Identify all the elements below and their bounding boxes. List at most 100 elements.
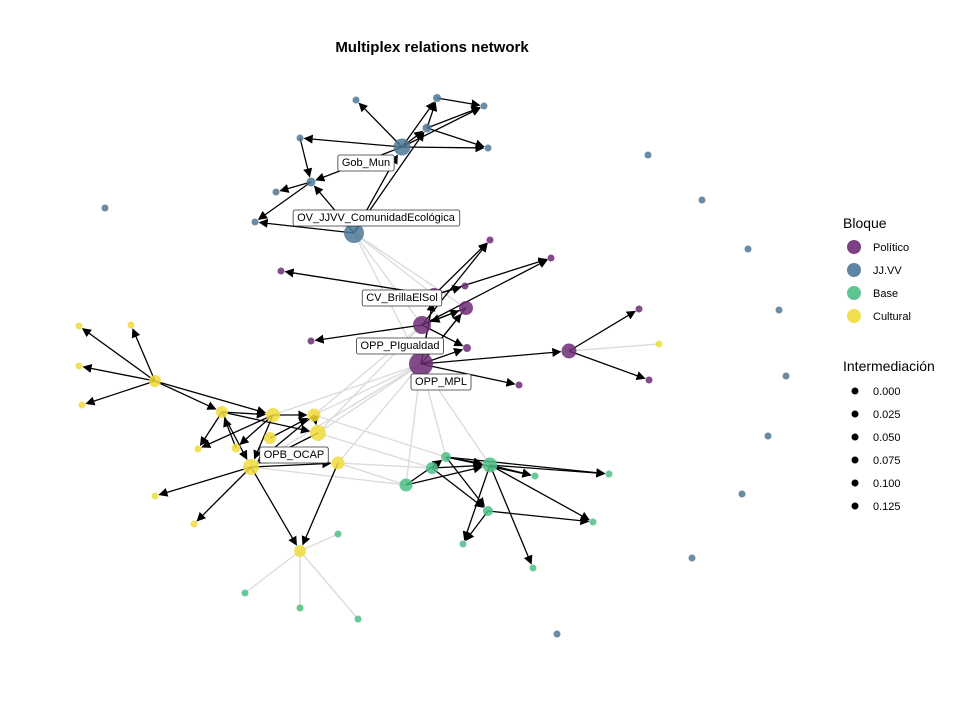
network-node bbox=[764, 432, 772, 440]
network-node bbox=[480, 102, 488, 110]
network-node bbox=[331, 456, 345, 470]
directed-edge bbox=[568, 310, 636, 352]
network-node bbox=[698, 196, 706, 204]
network-node bbox=[482, 457, 498, 473]
directed-edge bbox=[250, 466, 298, 546]
directed-edge bbox=[433, 242, 488, 296]
directed-edge bbox=[426, 127, 485, 149]
network-node bbox=[531, 472, 539, 480]
legend-swatch-politico bbox=[847, 240, 861, 254]
node-label-opbocap: OPB_OCAP bbox=[259, 446, 329, 464]
legend-size-dot bbox=[851, 387, 859, 395]
node-label-box bbox=[410, 373, 472, 391]
node-label-gob: Gob_Mun bbox=[337, 154, 395, 172]
directed-edge bbox=[431, 467, 484, 508]
legend-size-label: 0.100 bbox=[873, 478, 901, 490]
directed-edge bbox=[426, 106, 481, 129]
faint-edge bbox=[317, 432, 433, 469]
network-node bbox=[738, 490, 746, 498]
network-node bbox=[393, 138, 411, 156]
network-node bbox=[635, 305, 643, 313]
legend-size-label: 0.125 bbox=[873, 501, 901, 513]
directed-edge bbox=[301, 462, 339, 546]
directed-edge bbox=[221, 409, 266, 419]
network-node bbox=[413, 316, 431, 334]
legend-item-jjvv: JJ.VV bbox=[847, 263, 902, 277]
legend-label-base: Base bbox=[873, 288, 898, 300]
faint-edge bbox=[299, 533, 339, 552]
node-label-box bbox=[356, 337, 444, 355]
legend-label-cultural: Cultural bbox=[873, 311, 911, 323]
network-node bbox=[529, 564, 537, 572]
node-label-oppmpl: OPP_MPL bbox=[410, 373, 472, 391]
directed-edge bbox=[269, 417, 309, 439]
network-node bbox=[645, 376, 653, 384]
legend-item-politico: Político bbox=[847, 240, 909, 254]
directed-edge bbox=[489, 464, 606, 478]
legend-size-4: 0.100 bbox=[851, 478, 901, 490]
legend-item-cultural: Cultural bbox=[847, 309, 911, 323]
faint-edge bbox=[272, 363, 422, 416]
directed-edge bbox=[131, 328, 156, 382]
network-node bbox=[644, 151, 652, 159]
directed-edge bbox=[420, 347, 562, 365]
legend-size-dot bbox=[851, 479, 859, 487]
network-node bbox=[354, 615, 362, 623]
network-node bbox=[296, 134, 304, 142]
network-node bbox=[561, 343, 577, 359]
legend-size-0: 0.000 bbox=[851, 386, 901, 398]
network-node bbox=[344, 223, 364, 243]
legend-swatch-jjvv bbox=[847, 263, 861, 277]
network-node bbox=[605, 470, 613, 478]
node-label-text: Gob_Mun bbox=[342, 157, 390, 169]
node-label-box bbox=[292, 209, 461, 227]
directed-edge bbox=[81, 328, 156, 382]
network-node bbox=[688, 554, 696, 562]
network-node bbox=[294, 545, 306, 557]
directed-edge bbox=[82, 363, 156, 382]
directed-edge bbox=[154, 380, 267, 415]
legend-size-dot bbox=[851, 410, 859, 418]
legend-size-1: 0.025 bbox=[851, 409, 901, 421]
network-node bbox=[422, 123, 432, 133]
directed-edge bbox=[436, 97, 481, 109]
network-node bbox=[655, 340, 663, 348]
network-node bbox=[266, 408, 280, 422]
legend: Bloque Político JJ.VV Base Cultural Inte… bbox=[843, 215, 935, 513]
network-node bbox=[409, 352, 433, 376]
network-node bbox=[296, 604, 304, 612]
network-node bbox=[483, 506, 493, 516]
faint-edge bbox=[337, 462, 407, 486]
network-node bbox=[782, 372, 790, 380]
faint-edge bbox=[353, 232, 435, 296]
network-node bbox=[547, 254, 555, 262]
network-node bbox=[231, 443, 241, 453]
directed-edge bbox=[487, 510, 590, 526]
network-node bbox=[486, 236, 494, 244]
network-node bbox=[151, 492, 159, 500]
legend-size-3: 0.075 bbox=[851, 455, 901, 467]
network-node bbox=[264, 432, 276, 444]
legend-size-dot bbox=[851, 502, 859, 510]
node-label-box bbox=[361, 289, 443, 307]
network-node bbox=[426, 462, 438, 474]
faint-edge bbox=[244, 550, 301, 594]
directed-edge bbox=[253, 414, 274, 460]
legend-inter-title: Intermediación bbox=[843, 358, 935, 374]
legend-item-base: Base bbox=[847, 286, 898, 300]
node-label-box bbox=[259, 446, 329, 464]
directed-edge bbox=[421, 259, 548, 326]
directed-edge bbox=[257, 181, 312, 220]
network-node bbox=[515, 381, 523, 389]
network-node bbox=[775, 306, 783, 314]
directed-edge bbox=[201, 414, 274, 448]
network-node bbox=[251, 218, 259, 226]
network-node bbox=[459, 540, 467, 548]
network-node bbox=[484, 144, 492, 152]
legend-size-label: 0.075 bbox=[873, 455, 901, 467]
nodes-layer bbox=[75, 94, 790, 638]
network-node bbox=[352, 96, 360, 104]
legend-size-label: 0.000 bbox=[873, 386, 901, 398]
node-label-cvbrilla: CV_BrillaElSol bbox=[361, 289, 443, 307]
